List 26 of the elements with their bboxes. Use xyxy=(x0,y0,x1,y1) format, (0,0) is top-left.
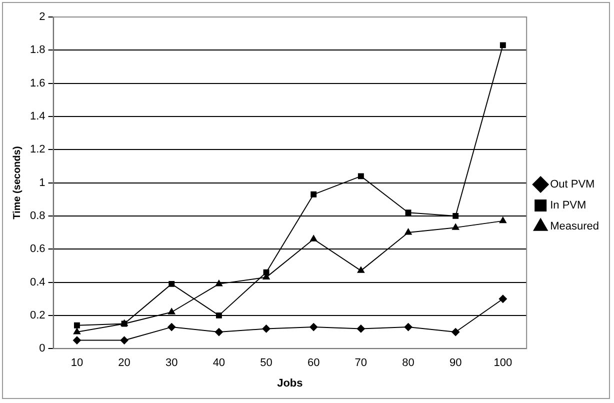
legend-label: Measured xyxy=(550,220,600,233)
y-axis-title: Time (seconds) xyxy=(12,146,23,220)
y-tick-label: 1.6 xyxy=(30,77,46,90)
y-tick-label: 1 xyxy=(39,176,46,189)
y-tick-label: 0.2 xyxy=(30,309,46,322)
x-tick-label: 60 xyxy=(307,357,320,370)
x-axis-title: Jobs xyxy=(277,377,303,390)
x-tick-label: 30 xyxy=(165,357,178,370)
y-tick-label: 0 xyxy=(39,342,46,355)
legend-label: In PVM xyxy=(550,200,586,212)
x-tick-label: 20 xyxy=(118,357,130,370)
legend-label: Out PVM xyxy=(550,178,595,191)
x-tick-label: 90 xyxy=(449,357,462,370)
y-tick-label: 1.8 xyxy=(30,44,46,56)
x-tick-label: 100 xyxy=(494,357,512,370)
x-tick-label: 80 xyxy=(402,357,414,370)
x-tick-label: 40 xyxy=(212,357,226,370)
y-tick-label: 0.8 xyxy=(30,210,46,222)
y-tick-label: 2 xyxy=(39,11,46,24)
y-tick-label: 1.2 xyxy=(30,144,46,156)
y-tick-label: 0.6 xyxy=(30,243,46,256)
x-tick-label: 70 xyxy=(354,357,368,370)
y-tick-label: 0.4 xyxy=(30,276,46,288)
y-tick-label: 1.4 xyxy=(30,110,46,123)
x-tick-label: 10 xyxy=(70,357,84,370)
x-tick-label: 50 xyxy=(260,357,272,370)
